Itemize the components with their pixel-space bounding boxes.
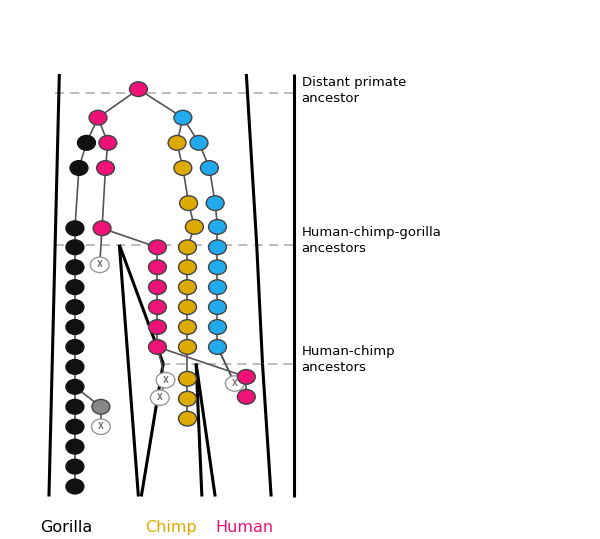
Text: Chimp: Chimp bbox=[145, 520, 197, 535]
Circle shape bbox=[149, 320, 166, 334]
Circle shape bbox=[70, 161, 88, 175]
Circle shape bbox=[209, 300, 226, 314]
Text: Gorilla: Gorilla bbox=[40, 520, 92, 535]
Text: X: X bbox=[98, 422, 104, 431]
Circle shape bbox=[66, 260, 84, 274]
Circle shape bbox=[99, 135, 117, 150]
Circle shape bbox=[209, 219, 226, 234]
Circle shape bbox=[238, 390, 255, 404]
Circle shape bbox=[179, 196, 197, 210]
Circle shape bbox=[179, 411, 196, 426]
Circle shape bbox=[149, 300, 166, 314]
Circle shape bbox=[174, 161, 192, 175]
Circle shape bbox=[66, 221, 84, 236]
Circle shape bbox=[174, 110, 192, 125]
Text: Distant primate
ancestor: Distant primate ancestor bbox=[302, 76, 406, 105]
Circle shape bbox=[206, 196, 224, 210]
Text: Human-chimp-gorilla
ancestors: Human-chimp-gorilla ancestors bbox=[302, 226, 442, 254]
Circle shape bbox=[185, 219, 203, 234]
Circle shape bbox=[89, 110, 107, 125]
Circle shape bbox=[209, 260, 226, 274]
Circle shape bbox=[190, 135, 208, 150]
Circle shape bbox=[66, 280, 84, 294]
Circle shape bbox=[179, 391, 196, 406]
Circle shape bbox=[66, 399, 84, 414]
Circle shape bbox=[149, 340, 166, 354]
Circle shape bbox=[93, 221, 111, 236]
Circle shape bbox=[66, 379, 84, 394]
Circle shape bbox=[97, 161, 115, 175]
Circle shape bbox=[209, 320, 226, 334]
Circle shape bbox=[66, 360, 84, 374]
Circle shape bbox=[66, 459, 84, 474]
Circle shape bbox=[151, 390, 169, 405]
Circle shape bbox=[66, 419, 84, 434]
Circle shape bbox=[149, 240, 166, 254]
Circle shape bbox=[91, 257, 109, 273]
Circle shape bbox=[179, 371, 196, 386]
Circle shape bbox=[179, 320, 196, 334]
Circle shape bbox=[168, 135, 186, 150]
Circle shape bbox=[66, 300, 84, 314]
Circle shape bbox=[179, 240, 196, 254]
Circle shape bbox=[179, 260, 196, 274]
Circle shape bbox=[226, 376, 244, 391]
Circle shape bbox=[66, 439, 84, 454]
Text: X: X bbox=[232, 379, 238, 388]
Circle shape bbox=[200, 161, 218, 175]
Circle shape bbox=[91, 419, 110, 434]
Circle shape bbox=[209, 240, 226, 254]
Circle shape bbox=[209, 340, 226, 354]
Circle shape bbox=[156, 372, 175, 388]
Text: X: X bbox=[157, 393, 163, 402]
Circle shape bbox=[66, 479, 84, 494]
Text: X: X bbox=[97, 260, 103, 270]
Circle shape bbox=[66, 320, 84, 334]
Circle shape bbox=[66, 340, 84, 354]
Circle shape bbox=[130, 82, 148, 96]
Text: X: X bbox=[163, 376, 169, 385]
Circle shape bbox=[66, 240, 84, 254]
Circle shape bbox=[149, 280, 166, 294]
Circle shape bbox=[92, 399, 110, 414]
Circle shape bbox=[179, 340, 196, 354]
Text: Human-chimp
ancestors: Human-chimp ancestors bbox=[302, 345, 395, 374]
Circle shape bbox=[238, 370, 255, 384]
Circle shape bbox=[209, 280, 226, 294]
Circle shape bbox=[179, 300, 196, 314]
Circle shape bbox=[179, 280, 196, 294]
Text: Human: Human bbox=[215, 520, 273, 535]
Circle shape bbox=[77, 135, 95, 150]
Circle shape bbox=[149, 260, 166, 274]
